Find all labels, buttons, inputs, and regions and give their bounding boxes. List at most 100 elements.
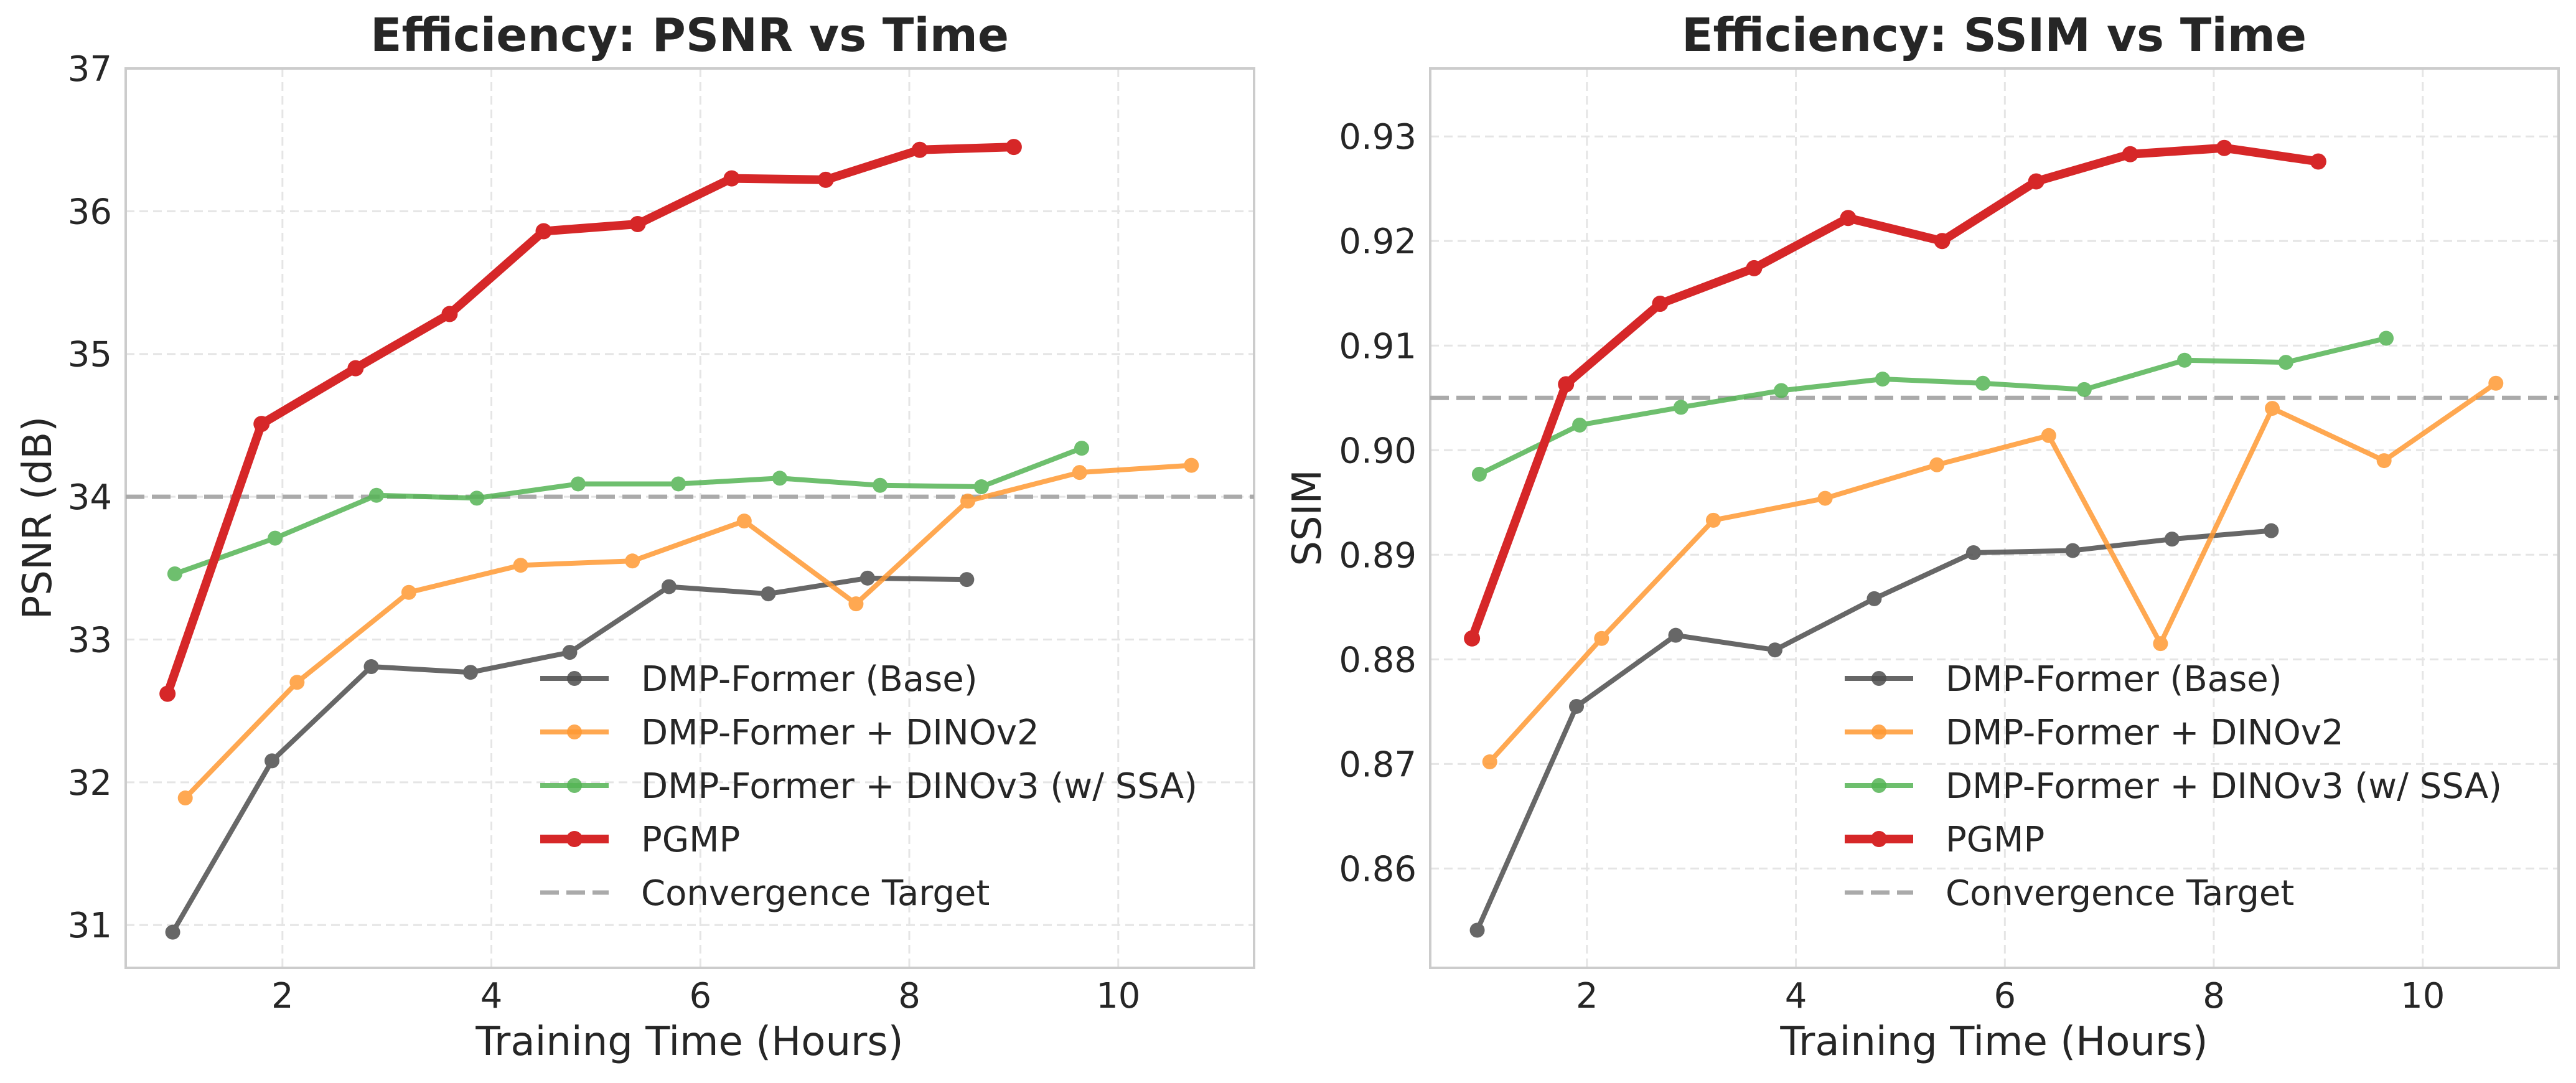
ssim-legend-label: DMP-Former + DINOv2 <box>1946 713 2344 753</box>
psnr-point-dmp-former-dinov3-w-ssa <box>469 490 485 506</box>
ssim-y-tick-label: 0.91 <box>1339 326 1417 367</box>
psnr-point-pgmp <box>159 685 176 702</box>
psnr-point-dmp-former-dinov2 <box>1072 465 1087 481</box>
ssim-point-pgmp <box>1934 233 1951 250</box>
psnr-point-pgmp <box>911 141 928 158</box>
psnr-chart-panel: 2 4 6 8 10 31 32 33 34 35 36 37 Efficiency: PSNR vs… <box>15 9 1255 1065</box>
psnr-chart-title: Efficiency: PSNR vs Time <box>370 9 1009 62</box>
ssim-legend-item-convergence-target: Convergence Target <box>1845 873 2294 914</box>
psnr-point-dmp-former-base <box>562 645 578 660</box>
ssim-x-tick-label: 4 <box>1785 976 1807 1016</box>
psnr-point-dmp-former-dinov2 <box>513 558 528 573</box>
ssim-legend-label: DMP-Former + DINOv3 (w/ SSA) <box>1946 766 2502 807</box>
psnr-legend-label: PGMP <box>641 820 740 860</box>
ssim-point-dmp-former-base <box>1668 627 1684 643</box>
ssim-legend-label: DMP-Former (Base) <box>1946 659 2282 700</box>
psnr-series <box>159 139 1199 940</box>
ssim-point-dmp-former-dinov3-w-ssa <box>1572 417 1588 433</box>
psnr-series-dmp-former-dinov3-w-ssa <box>167 441 1090 581</box>
ssim-point-dmp-former-dinov3-w-ssa <box>2177 352 2193 368</box>
ssim-point-dmp-former-dinov2 <box>2265 401 2280 416</box>
ssim-point-dmp-former-dinov3-w-ssa <box>2379 331 2394 346</box>
ssim-series-dmp-former-base <box>1469 523 2279 938</box>
ssim-legend-label: Convergence Target <box>1946 873 2294 914</box>
psnr-point-dmp-former-dinov3-w-ssa <box>772 471 787 486</box>
ssim-point-pgmp <box>1840 210 1857 227</box>
ssim-point-dmp-former-dinov3-w-ssa <box>1673 400 1688 415</box>
ssim-legend-item-pgmp: PGMP <box>1845 820 2044 860</box>
ssim-y-tick-label: 0.92 <box>1339 222 1417 262</box>
psnr-y-tick-label: 35 <box>68 335 112 375</box>
psnr-series-dmp-former-base <box>165 570 975 940</box>
ssim-legend-marker <box>1871 671 1886 686</box>
psnr-point-dmp-former-base <box>859 570 875 586</box>
ssim-series <box>1464 139 2504 938</box>
psnr-y-tick-label: 32 <box>68 763 112 804</box>
psnr-point-dmp-former-dinov2 <box>848 596 864 612</box>
ssim-line-dmp-former-dinov2 <box>1487 380 2499 764</box>
ssim-point-pgmp <box>1464 630 1481 647</box>
psnr-y-tick-label: 36 <box>68 192 112 232</box>
ssim-y-tick-label: 0.89 <box>1339 535 1417 576</box>
ssim-x-tick-label: 10 <box>2400 976 2445 1016</box>
psnr-point-dmp-former-base <box>959 572 975 588</box>
ssim-point-dmp-former-base <box>1569 698 1585 714</box>
ssim-y-tick-label: 0.87 <box>1339 744 1417 785</box>
psnr-x-tick-label: 2 <box>271 976 294 1016</box>
psnr-point-pgmp <box>441 306 458 322</box>
ssim-point-dmp-former-dinov3-w-ssa <box>1471 466 1487 482</box>
ssim-x-axis-label: Training Time (Hours) <box>1779 1019 2208 1065</box>
psnr-point-dmp-former-dinov2 <box>177 790 193 806</box>
ssim-series-dmp-former-dinov3-w-ssa <box>1471 331 2394 482</box>
ssim-point-pgmp <box>1558 376 1575 393</box>
psnr-point-dmp-former-dinov2 <box>736 513 752 529</box>
psnr-legend-marker <box>567 778 582 793</box>
ssim-point-dmp-former-dinov3-w-ssa <box>2076 382 2092 397</box>
psnr-legend-item-dmp-former-dinov3-w-ssa: DMP-Former + DINOv3 (w/ SSA) <box>540 766 1197 807</box>
psnr-x-tick-label: 4 <box>480 976 503 1016</box>
psnr-x-tick-label: 10 <box>1096 976 1140 1016</box>
psnr-y-axis-label: PSNR (dB) <box>15 416 61 619</box>
psnr-point-dmp-former-base <box>462 665 478 680</box>
psnr-point-dmp-former-dinov3-w-ssa <box>973 479 989 495</box>
psnr-point-dmp-former-base <box>661 579 677 594</box>
ssim-point-dmp-former-dinov3-w-ssa <box>1875 372 1890 387</box>
ssim-point-dmp-former-dinov3-w-ssa <box>2278 355 2293 370</box>
ssim-point-dmp-former-base <box>2065 543 2081 558</box>
ssim-point-pgmp <box>2122 146 2138 162</box>
ssim-line-pgmp <box>1468 143 2323 643</box>
ssim-y-tick-label: 0.88 <box>1339 640 1417 680</box>
ssim-legend: DMP-Former (Base) DMP-Former + DINOv2 DMP-… <box>1845 659 2502 914</box>
ssim-point-pgmp <box>2310 153 2326 170</box>
psnr-point-dmp-former-dinov3-w-ssa <box>368 487 384 503</box>
psnr-point-dmp-former-dinov3-w-ssa <box>671 476 686 492</box>
ssim-x-tick-label: 2 <box>1576 976 1598 1016</box>
ssim-legend-item-dmp-former-dinov3-w-ssa: DMP-Former + DINOv3 (w/ SSA) <box>1845 766 2502 807</box>
psnr-line-dmp-former-dinov3-w-ssa <box>172 446 1085 576</box>
ssim-tick-labels: 2 4 6 8 10 0.86 0.87 0.88 0.89 0.90 0.91 0.92 0.93 <box>1339 117 2445 1016</box>
psnr-legend-item-dmp-former-dinov2: DMP-Former + DINOv2 <box>540 713 1039 753</box>
ssim-point-dmp-former-base <box>1965 545 1981 560</box>
psnr-y-tick-label: 34 <box>68 477 112 518</box>
ssim-legend-item-dmp-former-dinov2: DMP-Former + DINOv2 <box>1845 713 2344 753</box>
ssim-y-axis-label: SSIM <box>1285 469 1331 566</box>
psnr-point-pgmp <box>723 170 740 187</box>
ssim-line-dmp-former-dinov3-w-ssa <box>1476 335 2389 477</box>
psnr-y-tick-label: 31 <box>68 906 112 946</box>
psnr-point-dmp-former-base <box>265 753 280 769</box>
ssim-legend-marker <box>1871 724 1886 739</box>
psnr-point-dmp-former-dinov2 <box>289 675 305 690</box>
psnr-line-pgmp <box>163 143 1018 698</box>
psnr-point-dmp-former-dinov2 <box>960 493 976 509</box>
psnr-legend-label: DMP-Former (Base) <box>641 659 978 700</box>
psnr-point-dmp-former-base <box>165 924 180 940</box>
psnr-legend-marker <box>567 671 582 686</box>
ssim-point-dmp-former-base <box>1767 642 1782 658</box>
ssim-series-dmp-former-dinov2 <box>1482 375 2504 769</box>
psnr-series-pgmp <box>159 139 1022 702</box>
psnr-point-pgmp <box>253 416 270 433</box>
ssim-legend-item-dmp-former-base: DMP-Former (Base) <box>1845 659 2282 700</box>
ssim-point-dmp-former-dinov3-w-ssa <box>1975 375 1991 391</box>
psnr-line-dmp-former-dinov2 <box>182 462 1194 801</box>
